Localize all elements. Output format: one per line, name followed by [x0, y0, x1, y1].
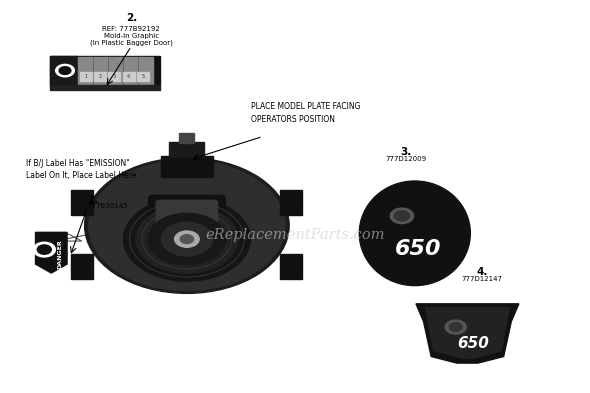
- FancyBboxPatch shape: [156, 200, 218, 231]
- Circle shape: [148, 213, 226, 265]
- Circle shape: [59, 67, 71, 74]
- Bar: [71, 190, 93, 215]
- Circle shape: [161, 222, 212, 256]
- Ellipse shape: [359, 181, 470, 286]
- Bar: [137, 72, 149, 81]
- Circle shape: [123, 197, 250, 281]
- Text: 3.: 3.: [401, 147, 412, 157]
- Polygon shape: [50, 56, 77, 86]
- Bar: [160, 156, 213, 177]
- Text: 777B30145: 777B30145: [87, 203, 128, 209]
- Bar: [123, 72, 135, 81]
- Circle shape: [390, 208, 414, 224]
- Circle shape: [55, 64, 74, 77]
- Bar: [179, 132, 195, 143]
- Bar: [50, 86, 160, 90]
- Text: 2: 2: [99, 74, 101, 79]
- Circle shape: [37, 245, 51, 254]
- Text: (In Plastic Bagger Door): (In Plastic Bagger Door): [90, 39, 173, 46]
- Bar: [78, 57, 153, 84]
- Circle shape: [33, 242, 55, 257]
- Polygon shape: [425, 308, 510, 358]
- Text: 4.: 4.: [476, 267, 488, 277]
- Polygon shape: [35, 232, 67, 273]
- Text: eReplacementParts.com: eReplacementParts.com: [205, 228, 385, 242]
- Bar: [94, 72, 106, 81]
- Text: 2.: 2.: [126, 13, 137, 22]
- Text: DANGER: DANGER: [57, 240, 62, 270]
- Polygon shape: [416, 304, 519, 363]
- Bar: [280, 254, 301, 279]
- Circle shape: [450, 323, 462, 331]
- Bar: [109, 72, 120, 81]
- Text: 650: 650: [457, 336, 489, 351]
- Circle shape: [88, 160, 285, 291]
- Text: Mold-In Graphic: Mold-In Graphic: [104, 33, 159, 39]
- Bar: [50, 56, 160, 86]
- Circle shape: [175, 231, 199, 247]
- Text: 1.: 1.: [87, 195, 99, 206]
- Circle shape: [394, 211, 409, 221]
- Text: 3: 3: [113, 74, 116, 79]
- Text: 650: 650: [395, 239, 441, 259]
- Bar: [71, 254, 93, 279]
- Text: 1: 1: [84, 74, 87, 79]
- Bar: [280, 190, 301, 215]
- Text: 5: 5: [142, 74, 145, 79]
- FancyBboxPatch shape: [149, 195, 225, 237]
- Text: If B/J Label Has "EMISSION"
Label On It, Place Label Here: If B/J Label Has "EMISSION" Label On It,…: [26, 159, 136, 180]
- Text: 4: 4: [127, 74, 130, 79]
- Text: PLACE MODEL PLATE FACING
OPERATORS POSITION: PLACE MODEL PLATE FACING OPERATORS POSIT…: [251, 103, 360, 124]
- Text: 777D12147: 777D12147: [461, 276, 503, 282]
- Text: 777D12009: 777D12009: [385, 156, 427, 162]
- Text: REF: 777B92192: REF: 777B92192: [103, 26, 160, 32]
- Circle shape: [445, 320, 466, 334]
- Bar: [80, 72, 91, 81]
- Circle shape: [180, 235, 194, 244]
- Circle shape: [136, 205, 238, 273]
- Bar: [169, 142, 204, 157]
- Circle shape: [84, 158, 289, 293]
